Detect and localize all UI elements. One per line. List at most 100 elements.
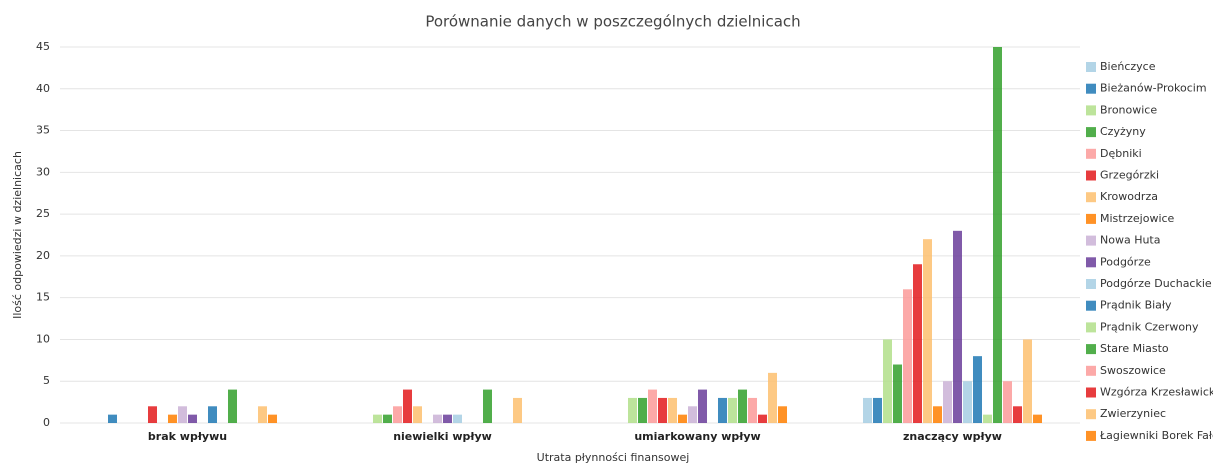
bar	[678, 414, 687, 423]
bar	[953, 230, 962, 423]
bar	[178, 406, 187, 423]
bar	[513, 397, 522, 423]
legend-swatch	[1086, 365, 1096, 376]
y-tick-label: 15	[36, 291, 50, 304]
bar	[188, 414, 197, 423]
bar	[433, 414, 442, 423]
legend-swatch	[1086, 300, 1096, 311]
bar	[863, 397, 872, 423]
bar	[393, 406, 402, 423]
legend-swatch	[1086, 62, 1096, 72]
y-tick-label: 25	[36, 207, 50, 220]
bar	[1013, 406, 1022, 423]
y-tick-label: 35	[36, 124, 50, 137]
legend-swatch	[1086, 148, 1096, 159]
legend-label: Podgórze	[1100, 255, 1151, 268]
bar	[413, 406, 422, 423]
bar	[893, 364, 902, 423]
legend-swatch	[1086, 213, 1096, 224]
chart-title: Porównanie danych w poszczególnych dziel…	[425, 13, 800, 31]
legend-label: Podgórze Duchackie	[1100, 277, 1212, 290]
legend-label: Bieńczyce	[1100, 60, 1156, 73]
bar	[933, 406, 942, 423]
legend-label: Grzegórzki	[1100, 169, 1159, 182]
bar	[758, 414, 767, 423]
bar	[688, 406, 697, 423]
bar	[923, 239, 932, 423]
x-tick-label: znaczący wpływ	[903, 430, 1002, 443]
legend-label: Dębniki	[1100, 147, 1142, 160]
legend-swatch	[1086, 192, 1096, 203]
bar	[148, 406, 157, 423]
legend-label: Wzgórza Krzesławickie	[1100, 386, 1213, 399]
y-axis-label: Ilość odpowiedzi w dzielnicach	[11, 151, 24, 319]
bar	[443, 414, 452, 423]
legend-label: Swoszowice	[1100, 364, 1166, 377]
bar	[993, 47, 1002, 423]
x-tick-label: brak wpływu	[148, 430, 227, 443]
y-tick-label: 0	[43, 416, 50, 429]
legend-swatch	[1086, 279, 1096, 289]
bar	[648, 389, 657, 423]
legend-swatch	[1086, 83, 1096, 94]
legend-label: Mistrzejowice	[1100, 212, 1175, 225]
bar	[748, 397, 757, 423]
y-tick-label: 30	[36, 165, 50, 178]
bar	[638, 397, 647, 423]
legend-swatch	[1086, 322, 1096, 333]
bar	[383, 414, 392, 423]
legend-swatch	[1086, 430, 1096, 441]
bar	[208, 406, 217, 423]
bar	[258, 406, 267, 423]
y-tick-label: 10	[36, 332, 50, 345]
x-axis-label: Utrata płynności finansowej	[537, 451, 690, 463]
bar	[228, 389, 237, 423]
legend-swatch	[1086, 127, 1096, 138]
legend-label: Łagiewniki Borek Fałęcki	[1099, 429, 1213, 442]
bar	[738, 389, 747, 423]
legend-swatch	[1086, 344, 1096, 355]
bar	[1023, 339, 1032, 423]
bar	[778, 406, 787, 423]
x-tick-label: niewielki wpływ	[393, 430, 492, 443]
bar	[963, 381, 972, 423]
legend-label: Krowodrza	[1100, 190, 1158, 203]
legend-label: Bieżanów-Prokocim	[1100, 82, 1207, 95]
legend-swatch	[1086, 170, 1096, 181]
y-tick-label: 40	[36, 82, 50, 95]
bar	[983, 414, 992, 423]
bar	[943, 381, 952, 423]
bar	[718, 397, 727, 423]
legend-swatch	[1086, 235, 1096, 246]
bar	[768, 372, 777, 423]
bar	[903, 289, 912, 423]
bar	[108, 414, 117, 423]
x-tick-label: umiarkowany wpływ	[634, 430, 760, 443]
legend-swatch	[1086, 409, 1096, 420]
legend-swatch	[1086, 387, 1096, 398]
bar	[668, 397, 677, 423]
bar	[913, 264, 922, 423]
bar	[453, 414, 462, 423]
y-tick-label: 20	[36, 249, 50, 262]
legend-label: Nowa Huta	[1100, 234, 1161, 247]
bar	[728, 397, 737, 423]
legend-swatch	[1086, 257, 1096, 268]
bar	[873, 397, 882, 423]
legend-label: Prądnik Biały	[1100, 299, 1172, 312]
bar	[268, 414, 277, 423]
bar	[373, 414, 382, 423]
bar	[1003, 381, 1012, 423]
legend-label: Zwierzyniec	[1100, 407, 1166, 420]
bar	[483, 389, 492, 423]
y-tick-label: 5	[43, 374, 50, 387]
bar	[1033, 414, 1042, 423]
legend-label: Prądnik Czerwony	[1100, 320, 1199, 333]
bar	[883, 339, 892, 423]
legend-label: Stare Miasto	[1100, 342, 1169, 355]
bar	[658, 397, 667, 423]
bar	[973, 356, 982, 423]
bar	[698, 389, 707, 423]
bar	[403, 389, 412, 423]
